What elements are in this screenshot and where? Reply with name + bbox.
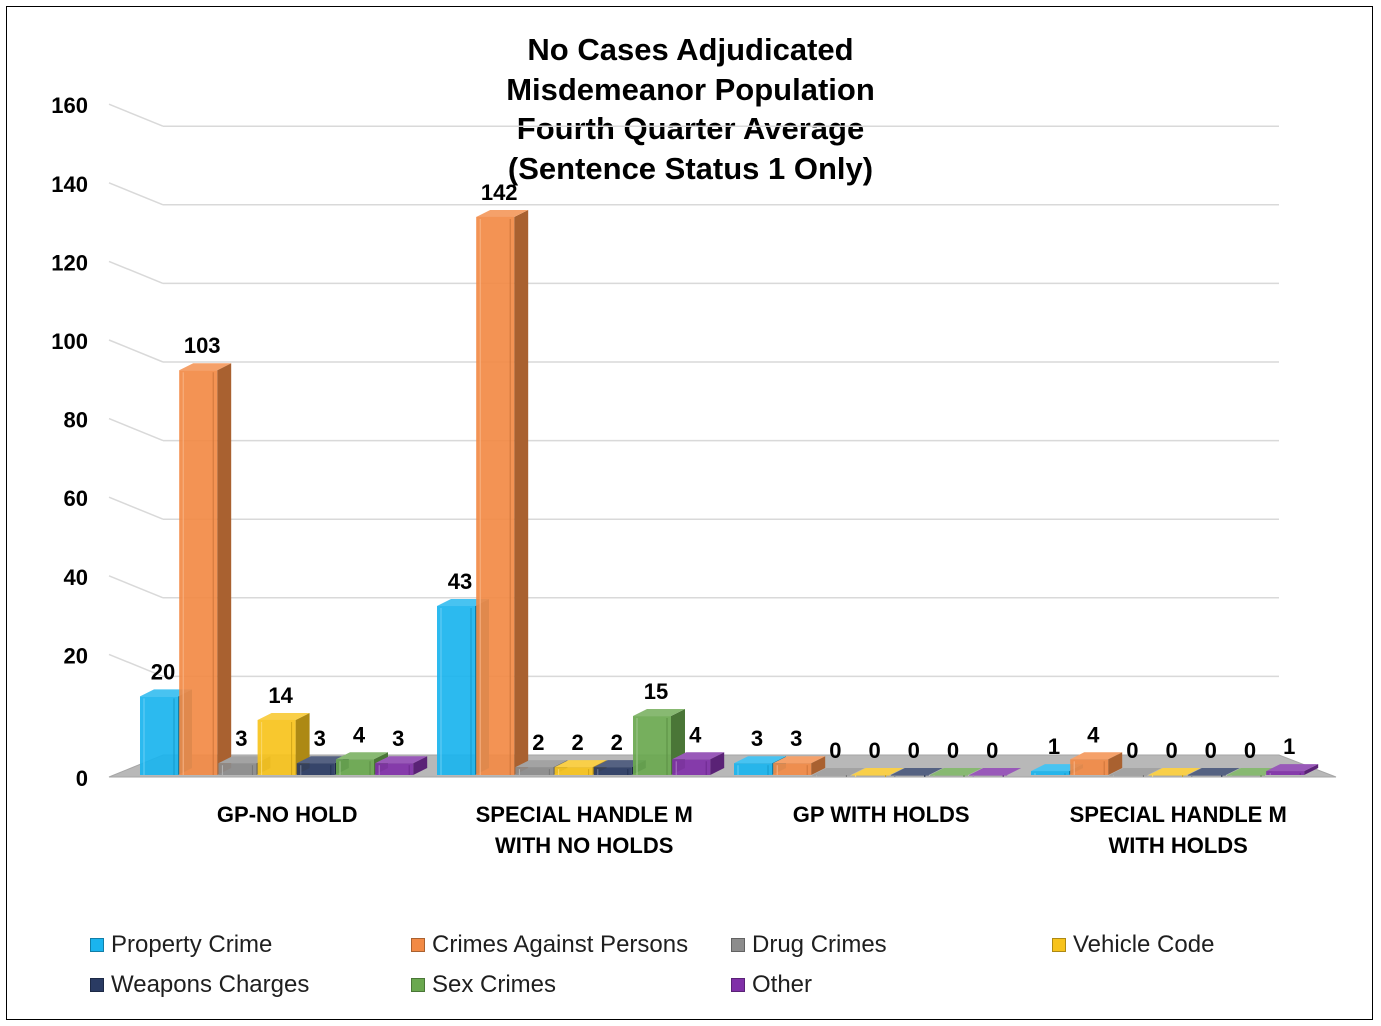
chart-title-line-1: No Cases Adjudicated — [527, 32, 854, 67]
bar-other-special-handle-m-with-no-holds — [672, 752, 725, 775]
bar-crimes-against-persons-gp-with-holds — [773, 756, 826, 775]
gridline-side-20 — [108, 653, 164, 678]
y-tick-label-0: 0 — [76, 766, 88, 791]
data-label-drug-crimes-gp-with-holds: 0 — [829, 738, 841, 763]
gridline-side-80 — [108, 417, 164, 442]
chart-frame — [6, 6, 1373, 1020]
bar-weapons-charges-gp-with-holds — [890, 768, 943, 777]
data-label-vehicle-code-special-handle-m-with-holds: 0 — [1165, 738, 1177, 763]
chart-title-line-4: (Sentence Status 1 Only) — [507, 150, 874, 186]
data-label-sex-crimes-special-handle-m-with-holds: 0 — [1244, 738, 1256, 763]
data-label-vehicle-code-gp-with-holds: 0 — [868, 738, 880, 763]
bar-crimes-against-persons-gp-no-hold — [179, 363, 232, 775]
data-label-weapons-charges-gp-with-holds: 0 — [908, 738, 920, 763]
bar-other-special-handle-m-with-holds — [1266, 764, 1319, 775]
data-label-other-gp-no-hold: 3 — [392, 726, 404, 751]
bar-drug-crimes-gp-with-holds — [812, 768, 865, 777]
x-category-label-gp-no-hold-line-1: GP-NO HOLD — [217, 802, 358, 827]
data-label-vehicle-code-gp-no-hold: 14 — [268, 683, 293, 708]
bar-sex-crimes-gp-with-holds — [930, 768, 982, 777]
x-category-label-special-handle-m-with-holds-line-2: WITH HOLDS — [1109, 833, 1248, 858]
x-category-label-gp-with-holds-line-1: GP WITH HOLDS — [793, 802, 970, 827]
gridline-side-40 — [108, 575, 164, 599]
data-label-drug-crimes-gp-no-hold: 3 — [235, 726, 247, 751]
data-label-weapons-charges-special-handle-m-with-holds: 0 — [1205, 738, 1217, 763]
gridline-side-160 — [108, 103, 164, 127]
bar-weapons-charges-special-handle-m-with-holds — [1187, 768, 1240, 777]
data-label-other-special-handle-m-with-holds: 1 — [1283, 734, 1295, 759]
x-category-label-special-handle-m-with-holds-line-1: SPECIAL HANDLE M — [1070, 802, 1287, 827]
data-label-crimes-against-persons-special-handle-m-with-no-holds: 142 — [481, 180, 518, 205]
bar-drug-crimes-special-handle-m-with-holds — [1109, 768, 1162, 777]
y-tick-label-80: 80 — [64, 408, 88, 433]
data-label-property-crime-special-handle-m-with-holds: 1 — [1048, 734, 1060, 759]
data-label-property-crime-special-handle-m-with-no-holds: 43 — [448, 569, 472, 594]
gridline-side-60 — [108, 496, 164, 520]
y-tick-label-140: 140 — [51, 172, 88, 197]
data-label-crimes-against-persons-gp-with-holds: 3 — [790, 726, 802, 751]
gridline-side-120 — [108, 260, 164, 285]
data-label-sex-crimes-special-handle-m-with-no-holds: 15 — [644, 679, 668, 704]
data-label-sex-crimes-gp-no-hold: 4 — [353, 722, 366, 747]
data-label-weapons-charges-gp-no-hold: 3 — [314, 726, 326, 751]
y-tick-label-100: 100 — [51, 329, 88, 354]
data-label-other-special-handle-m-with-no-holds: 4 — [689, 722, 702, 747]
bar-other-gp-no-hold — [375, 756, 428, 775]
data-label-crimes-against-persons-special-handle-m-with-holds: 4 — [1087, 722, 1100, 747]
gridline-side-140 — [108, 182, 164, 206]
data-label-drug-crimes-special-handle-m-with-holds: 0 — [1126, 738, 1138, 763]
data-label-sex-crimes-gp-with-holds: 0 — [947, 738, 959, 763]
chart-title: No Cases Adjudicated Misdemeanor Populat… — [0, 30, 1381, 188]
y-tick-label-60: 60 — [64, 486, 88, 511]
chart-title-line-2: Misdemeanor Population — [506, 71, 875, 107]
data-label-property-crime-gp-with-holds: 3 — [751, 726, 763, 751]
data-label-vehicle-code-special-handle-m-with-no-holds: 2 — [571, 730, 583, 755]
bar-sex-crimes-special-handle-m-with-holds — [1227, 768, 1279, 777]
data-label-other-gp-with-holds: 0 — [986, 738, 998, 763]
x-category-label-special-handle-m-with-no-holds-line-2: WITH NO HOLDS — [495, 833, 673, 858]
bar-crimes-against-persons-special-handle-m-with-holds — [1070, 752, 1123, 775]
data-label-weapons-charges-special-handle-m-with-no-holds: 2 — [611, 730, 623, 755]
bar-vehicle-code-gp-with-holds — [851, 768, 904, 777]
bar-vehicle-code-special-handle-m-with-holds — [1148, 768, 1201, 777]
gridline-side-100 — [108, 339, 164, 363]
data-label-property-crime-gp-no-hold: 20 — [151, 659, 175, 684]
y-tick-label-20: 20 — [64, 643, 88, 668]
y-tick-label-40: 40 — [64, 565, 88, 590]
data-label-drug-crimes-special-handle-m-with-no-holds: 2 — [532, 730, 544, 755]
y-tick-label-120: 120 — [51, 250, 88, 275]
data-label-crimes-against-persons-gp-no-hold: 103 — [184, 333, 221, 358]
y-tick-label-160: 160 — [51, 93, 88, 118]
chart-title-line-3: Fourth Quarter Average — [516, 111, 865, 146]
bar-crimes-against-persons-special-handle-m-with-no-holds — [476, 209, 529, 775]
x-category-label-special-handle-m-with-no-holds-line-1: SPECIAL HANDLE M — [476, 802, 693, 827]
bar-other-gp-with-holds — [969, 768, 1022, 777]
